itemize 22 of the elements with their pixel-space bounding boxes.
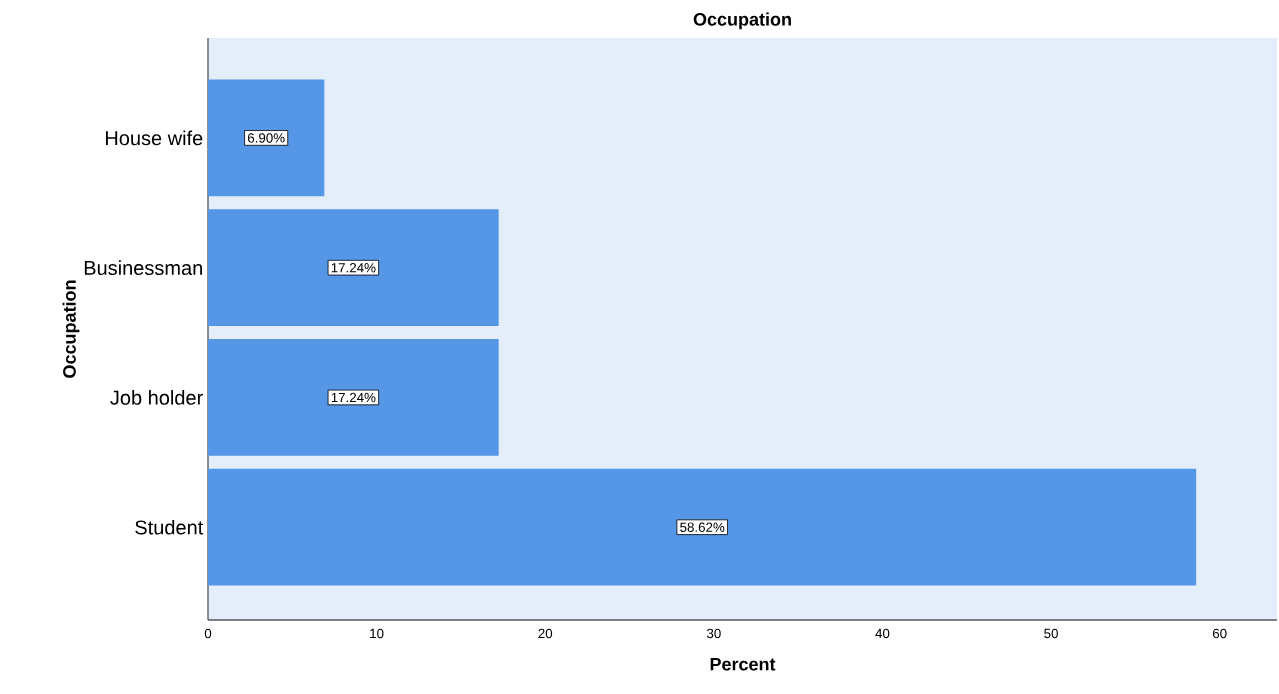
bar [208,339,499,456]
x-tick-label: 20 [538,628,553,639]
x-tick-label: 0 [204,628,212,639]
bar [208,79,325,197]
y-tick-label: Job holder [110,390,203,405]
data-label: 58.62% [680,522,725,532]
x-tick-label: 60 [1212,628,1227,639]
x-axis-title: Percent [710,657,776,671]
y-axis-title: Occupation [62,280,80,378]
x-tick-label: 50 [1044,628,1058,639]
data-label: 17.24% [331,263,376,273]
data-label: 6.90% [247,133,285,143]
y-tick-label: House wife [105,130,203,146]
data-label: 17.24% [331,392,376,403]
x-tick-label: 40 [875,628,890,639]
x-tick-label: 10 [370,628,384,639]
chart-title: Occupation [693,12,791,30]
y-tick-label: Businessman [84,260,202,276]
bar [208,209,499,327]
x-tick-label: 30 [706,628,721,639]
y-tick-label: Student [135,519,204,535]
bar [208,468,1197,586]
